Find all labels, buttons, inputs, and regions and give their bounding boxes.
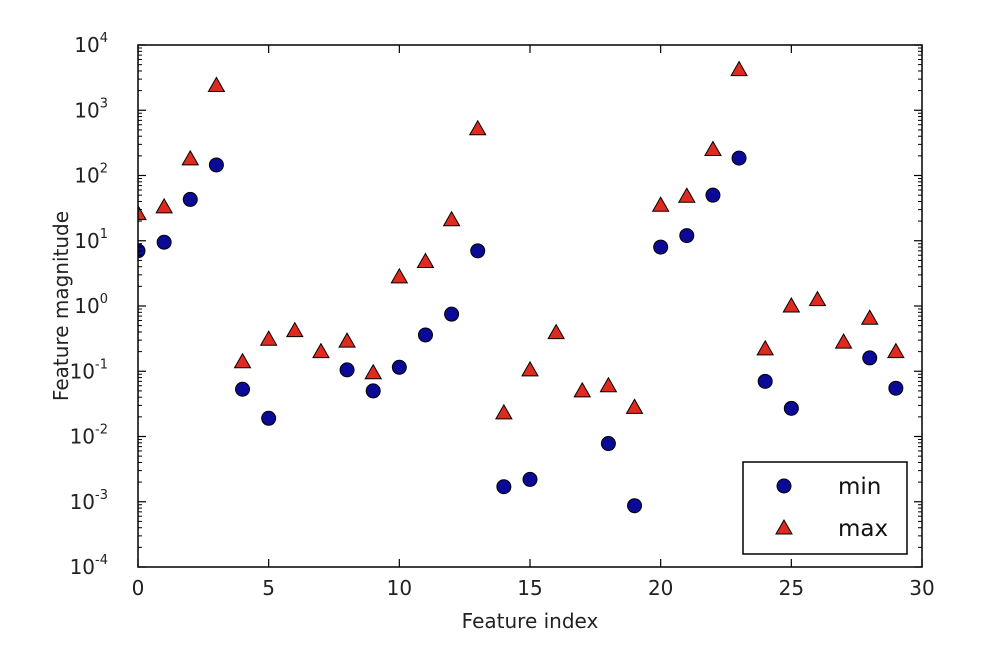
y-tick-label: 102	[74, 162, 108, 188]
min-point	[391, 359, 407, 375]
x-tick-label: 5	[262, 576, 275, 600]
min-point	[417, 327, 433, 343]
min-point	[522, 471, 538, 487]
y-tick-label: 100	[74, 292, 108, 318]
x-tick-label: 0	[132, 576, 145, 600]
y-tick-label: 101	[74, 227, 108, 253]
max-point	[233, 352, 252, 369]
max-point	[259, 330, 278, 346]
min-point	[235, 381, 251, 397]
max-point	[468, 119, 487, 136]
max-point	[495, 403, 513, 420]
y-tick-label: 10-2	[70, 423, 108, 449]
max-point	[547, 323, 565, 340]
min-point	[444, 306, 460, 322]
x-tick-label: 30	[909, 576, 934, 600]
max-point	[573, 381, 592, 398]
min-point	[600, 436, 616, 452]
max-point	[860, 309, 879, 325]
max-point	[390, 267, 409, 284]
legend-max-label: max	[838, 516, 888, 542]
max-point	[521, 360, 539, 377]
max-point	[599, 376, 618, 393]
max-point	[808, 290, 827, 307]
x-tick-label: 25	[779, 576, 804, 600]
min-point	[783, 400, 799, 416]
min-point	[862, 350, 878, 366]
min-point	[156, 234, 172, 250]
min-point	[705, 187, 721, 203]
min-point	[208, 157, 224, 173]
legend-min-label: min	[838, 474, 881, 500]
legend-frame	[742, 461, 908, 555]
y-tick-label: 10-1	[70, 357, 108, 383]
min-point	[653, 239, 669, 255]
max-point	[312, 342, 330, 359]
max-point	[782, 296, 801, 313]
max-point	[364, 363, 383, 380]
min-point	[731, 150, 747, 166]
x-tick-label: 20	[648, 576, 673, 600]
max-point	[416, 252, 435, 269]
x-tick-label: 15	[517, 576, 542, 600]
max-point	[625, 398, 644, 414]
min-point	[182, 191, 198, 207]
max-point	[651, 196, 670, 212]
max-point	[338, 332, 356, 348]
max-point	[834, 333, 853, 349]
min-point	[888, 380, 904, 396]
y-tick-label: 103	[74, 96, 108, 122]
max-point	[704, 140, 722, 157]
min-point	[339, 362, 355, 378]
y-tick-label: 104	[74, 31, 108, 57]
max-point	[442, 210, 461, 227]
min-point	[365, 383, 381, 399]
min-point	[261, 410, 277, 426]
max-point	[756, 339, 775, 356]
max-point	[730, 60, 748, 77]
max-point	[155, 197, 173, 214]
x-tick-label: 10	[387, 576, 412, 600]
legend: min max	[742, 461, 908, 555]
min-point	[757, 373, 773, 389]
max-point	[207, 76, 226, 92]
max-point	[181, 149, 200, 166]
min-point	[627, 498, 643, 514]
x-axis-label: Feature index	[462, 609, 599, 633]
min-point	[470, 243, 486, 259]
y-tick-label: 10-4	[70, 553, 108, 579]
legend-max-marker	[775, 518, 793, 535]
min-point	[679, 228, 695, 244]
max-point	[677, 187, 696, 203]
min-point	[496, 479, 512, 495]
max-point	[285, 321, 304, 338]
y-tick-label: 10-3	[70, 488, 108, 514]
y-axis-label: Feature magnitude	[49, 211, 73, 401]
legend-min-marker	[776, 478, 792, 494]
max-point	[887, 342, 905, 359]
